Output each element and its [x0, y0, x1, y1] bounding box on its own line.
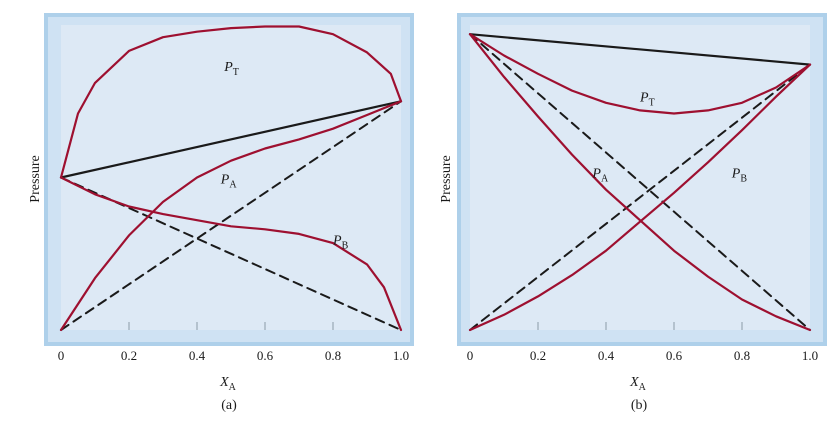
series-line-p-a [468, 63, 812, 332]
curve-labels-a: PT PA PB [220, 60, 349, 252]
series-line-ideal-b [469, 33, 811, 331]
x-tick-label: 0.6 [666, 348, 683, 363]
series-line-p-t [59, 25, 403, 179]
series-line-p-t [468, 33, 812, 115]
x-tick-label: 1.0 [393, 348, 409, 363]
x-tick-label: 0.4 [598, 348, 615, 363]
plot-area-b [470, 25, 810, 330]
x-tick-label: 1.0 [802, 348, 818, 363]
plot-area-a [61, 25, 401, 330]
x-axis-title-a: XA [219, 375, 237, 393]
x-ticks-a: 0 0.2 0.4 0.6 0.8 1.0 [58, 322, 409, 363]
series-line-p-b [59, 176, 403, 332]
y-axis-title-b: Pressure [439, 155, 454, 202]
curve-label-p-t: PT [223, 60, 239, 78]
x-tick-label: 0.2 [121, 348, 137, 363]
x-tick-label: 0 [58, 348, 65, 363]
curve-labels-b: PT PA PB [591, 90, 747, 184]
series-group-b [468, 33, 812, 332]
panel-b: Pressure 0 0.2 0.4 0.6 0.8 1.0 PT PA PB XA (b) [439, 13, 827, 413]
series-line-p-a [59, 100, 403, 332]
panel-label-b: (b) [631, 398, 648, 413]
curve-label-p-b: PB [332, 234, 349, 252]
x-tick-label: 0.4 [189, 348, 206, 363]
x-axis-title-b: XA [629, 375, 647, 393]
x-tick-label: 0.8 [734, 348, 750, 363]
curve-label-p-t: PT [639, 90, 655, 108]
series-line-ideal-total [59, 100, 403, 179]
series-group-a [59, 25, 403, 332]
curve-label-p-b: PB [731, 167, 748, 185]
y-axis-title-a: Pressure [28, 155, 43, 202]
x-tick-label: 0 [467, 348, 474, 363]
x-tick-label: 0.8 [325, 348, 341, 363]
series-line-p-b [468, 33, 812, 332]
series-line-ideal-a [60, 100, 402, 331]
x-ticks-b: 0 0.2 0.4 0.6 0.8 1.0 [467, 322, 818, 363]
curve-label-p-a: PA [220, 173, 238, 191]
curve-label-p-a: PA [591, 167, 609, 185]
panel-a: Pressure 0 0.2 0.4 0.6 0.8 1.0 PT PA PB XA (a) [28, 13, 414, 413]
x-tick-label: 0.2 [530, 348, 546, 363]
series-line-ideal-a [469, 63, 811, 331]
panel-label-a: (a) [221, 398, 237, 413]
series-line-ideal-total [468, 33, 812, 66]
x-tick-label: 0.6 [257, 348, 274, 363]
